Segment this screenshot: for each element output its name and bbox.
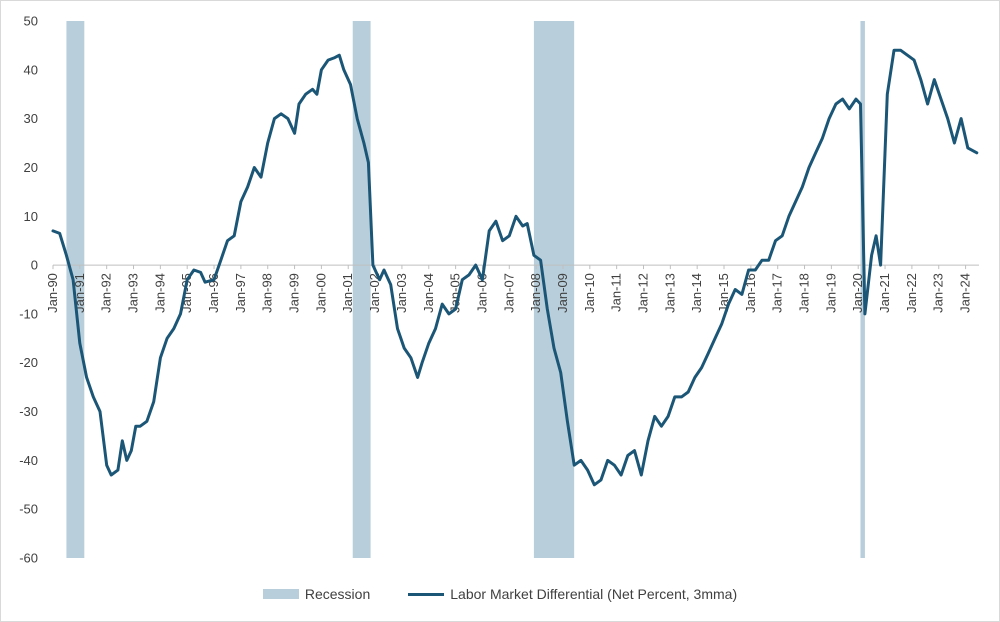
- y-axis: 50 40 30 20 10 0 -10 -20 -30 -40 -50 -60: [19, 14, 38, 566]
- legend-item-recession: Recession: [262, 586, 371, 602]
- x-tick-label: Jan-00: [313, 273, 328, 313]
- legend-swatch-series: [408, 592, 445, 596]
- y-tick-label: -30: [19, 404, 38, 419]
- x-tick-label: Jan-13: [662, 273, 677, 313]
- x-tick-label: Jan-22: [904, 273, 919, 313]
- line-chart: 50 40 30 20 10 0 -10 -20 -30 -40 -50 -60 Jan-90 Jan-…: [19, 14, 979, 566]
- x-tick-label: Jan-17: [770, 273, 785, 313]
- y-tick-label: 20: [24, 160, 38, 175]
- x-tick-label: Jan-09: [555, 273, 570, 313]
- y-tick-label: 0: [31, 258, 38, 273]
- x-tick-label: Jan-20: [850, 273, 865, 313]
- x-tick-label: Jan-14: [689, 273, 704, 313]
- x-tick-label: Jan-03: [394, 273, 409, 313]
- x-tick-label: Jan-98: [260, 273, 275, 313]
- x-tick-label: Jan-02: [367, 273, 382, 313]
- x-tick-label: Jan-06: [474, 273, 489, 313]
- y-tick-label: 50: [24, 14, 38, 29]
- x-tick-label: Jan-11: [609, 273, 624, 312]
- legend-label-series: Labor Market Differential (Net Percent, …: [450, 586, 738, 602]
- x-tick-label: Jan-24: [958, 273, 973, 313]
- x-tick-label: Jan-23: [931, 273, 946, 313]
- x-tick-label: Jan-18: [797, 273, 812, 313]
- x-tick-label: Jan-12: [635, 273, 650, 313]
- recession-bands: [66, 21, 865, 558]
- x-tick-label: Jan-16: [743, 273, 758, 313]
- y-tick-label: -50: [19, 502, 38, 517]
- legend: Recession Labor Market Differential (Net…: [0, 583, 1000, 605]
- x-tick-label: Jan-05: [448, 273, 463, 313]
- y-tick-label: 10: [24, 209, 38, 224]
- y-tick-label: 30: [24, 111, 38, 126]
- x-tick-label: Jan-04: [421, 273, 436, 313]
- y-tick-label: 40: [24, 62, 38, 77]
- legend-item-series: Labor Market Differential (Net Percent, …: [408, 586, 737, 602]
- x-tick-label: Jan-92: [99, 273, 114, 313]
- x-tick-label: Jan-21: [877, 273, 892, 313]
- x-tick-label: Jan-10: [582, 273, 597, 313]
- y-tick-label: -20: [19, 355, 38, 370]
- legend-swatch-recession: [262, 589, 299, 599]
- x-tick-label: Jan-99: [287, 273, 302, 313]
- x-tick-label: Jan-19: [823, 273, 838, 313]
- x-tick-label: Jan-97: [233, 273, 248, 313]
- y-tick-label: -10: [19, 306, 38, 321]
- y-tick-label: -40: [19, 453, 38, 468]
- x-tick-label: Jan-94: [152, 273, 167, 313]
- recession-band-3: [860, 21, 865, 558]
- x-tick-label: Jan-96: [206, 273, 221, 313]
- x-tick-label: Jan-90: [45, 273, 60, 313]
- x-tick-label: Jan-15: [716, 273, 731, 313]
- series-layer: [51, 48, 979, 487]
- x-tick-label: Jan-07: [501, 273, 516, 313]
- x-tick-label: Jan-93: [126, 273, 141, 313]
- legend-label-recession: Recession: [304, 586, 371, 602]
- x-tick-label: Jan-01: [340, 273, 355, 313]
- y-tick-label: -60: [19, 551, 38, 566]
- x-tick-label: Jan-08: [528, 273, 543, 313]
- series-line-0: [51, 48, 979, 487]
- recession-band-2: [533, 21, 575, 558]
